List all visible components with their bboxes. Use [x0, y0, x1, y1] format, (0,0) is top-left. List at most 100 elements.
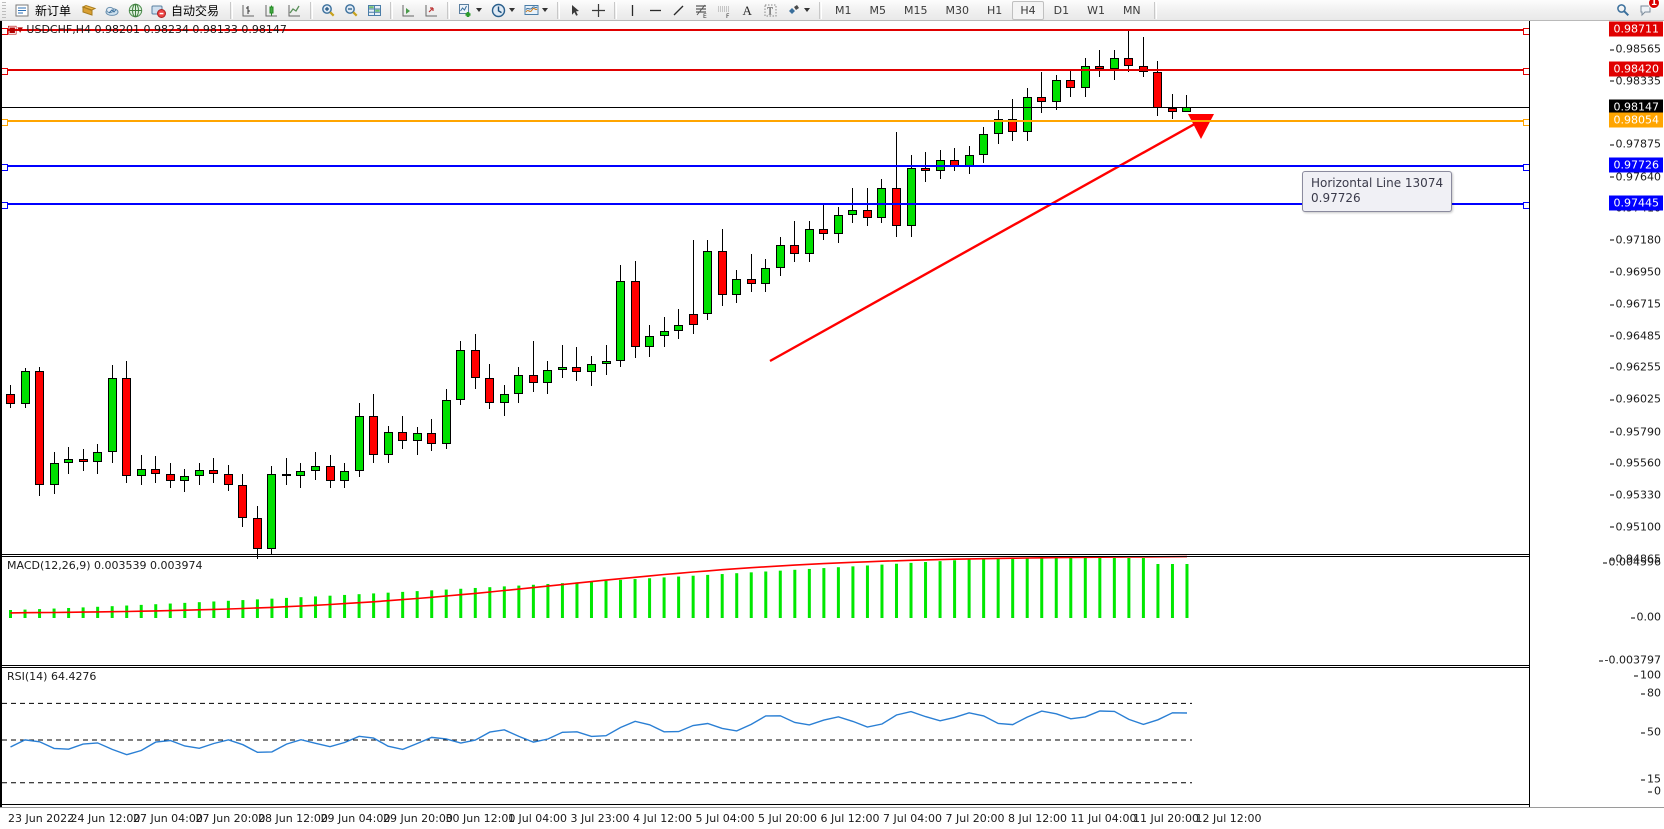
- toolbar-separator-3: [390, 1, 394, 19]
- shapes-chevron-down-icon[interactable]: [804, 8, 811, 12]
- pane-separator: [2, 554, 1529, 555]
- line-handle[interactable]: [1523, 68, 1529, 76]
- line-handle[interactable]: [1523, 202, 1529, 210]
- candlestick: [674, 308, 684, 340]
- price-tick: 0.95330: [1609, 488, 1661, 502]
- horizontal-line-button[interactable]: [644, 0, 667, 20]
- candlestick: [412, 427, 422, 455]
- indicators-button[interactable]: [454, 0, 487, 20]
- notifications-button[interactable]: 1: [1635, 0, 1660, 20]
- line-chart-button[interactable]: [283, 0, 306, 20]
- price-level-line[interactable]: [2, 202, 1529, 210]
- algo-trading-button[interactable]: 自动交易: [147, 0, 226, 20]
- timeframe-m5[interactable]: M5: [869, 3, 887, 17]
- vertical-line-icon: [624, 2, 641, 19]
- price-tick: 0.96485: [1609, 329, 1661, 343]
- timeframe-m30[interactable]: M30: [945, 3, 970, 17]
- bar-chart-button[interactable]: [237, 0, 260, 20]
- candlestick: [862, 187, 872, 227]
- line-handle[interactable]: [2, 163, 8, 171]
- line-handle[interactable]: [2, 202, 8, 210]
- macd-axis-tick: 0.004596: [1602, 555, 1661, 569]
- timeframe-w1[interactable]: W1: [1087, 3, 1105, 17]
- network-button[interactable]: [124, 0, 147, 20]
- candlestick: [703, 239, 713, 320]
- toolbar-separator-7: [819, 1, 823, 19]
- price-level-line[interactable]: [2, 106, 1529, 108]
- text-button[interactable]: T: [759, 0, 782, 20]
- line-handle[interactable]: [2, 68, 8, 76]
- auto-scroll-button[interactable]: [397, 0, 420, 20]
- vertical-line-button[interactable]: [621, 0, 644, 20]
- line-handle[interactable]: [2, 118, 8, 126]
- cursor-button[interactable]: [564, 0, 587, 20]
- indicators-chevron-down-icon[interactable]: [476, 8, 483, 12]
- toolbar-grip-1[interactable]: [2, 2, 6, 18]
- zoom-in-button[interactable]: [317, 0, 340, 20]
- rsi-axis-tick: 80: [1641, 686, 1661, 700]
- symbol-header: ▣▾ USDCHF,H4 0.98201 0.98234 0.98133 0.9…: [7, 23, 287, 36]
- timeframe-mn[interactable]: MN: [1122, 3, 1141, 17]
- time-tick-label: 27 Jun 20:00: [195, 812, 266, 825]
- line-handle[interactable]: [1523, 118, 1529, 126]
- time-tick-label: 28 Jun 12:00: [258, 812, 328, 825]
- candlestick: [993, 110, 1003, 144]
- timeframe-h1[interactable]: H1: [987, 3, 1003, 17]
- price-level-badge[interactable]: 0.97726: [1608, 157, 1663, 173]
- time-axis[interactable]: 23 Jun 2022 24 Jun 12:00 27 Jun 04:00 27 Ju…: [0, 807, 1664, 829]
- price-level-line[interactable]: [2, 28, 1529, 35]
- price-level-badge[interactable]: 0.98420: [1608, 61, 1663, 77]
- trendline-button[interactable]: [667, 0, 690, 20]
- line-handle[interactable]: [1523, 163, 1529, 171]
- fibonacci-icon: E: [693, 2, 710, 20]
- candlestick-chart-button[interactable]: [260, 0, 283, 20]
- period-button[interactable]: [487, 0, 520, 20]
- timeframe-h4[interactable]: H4: [1012, 0, 1044, 20]
- folder-button[interactable]: [78, 0, 101, 20]
- pane-separator: [2, 804, 1529, 805]
- crosshair-button[interactable]: [587, 0, 610, 20]
- shapes-button[interactable]: [782, 0, 815, 20]
- fibonacci-button[interactable]: E: [690, 0, 713, 20]
- period-chevron-down-icon[interactable]: [509, 8, 516, 12]
- text-label-button[interactable]: A: [736, 0, 759, 20]
- equidistant-channel-button[interactable]: F: [713, 0, 736, 20]
- timeframe-d1[interactable]: D1: [1053, 3, 1070, 17]
- toolbar-separator-5: [557, 1, 561, 19]
- price-level-line[interactable]: [2, 163, 1529, 171]
- timeframe-m15[interactable]: M15: [904, 3, 928, 17]
- line-handle[interactable]: [2, 28, 8, 35]
- price-level-line[interactable]: [2, 68, 1529, 76]
- time-tick-label: 7 Jul 04:00: [883, 812, 942, 825]
- templates-button[interactable]: [520, 0, 553, 20]
- candlestick: [572, 347, 582, 381]
- price-level-badge[interactable]: 0.98054: [1608, 112, 1663, 128]
- time-tick-label: 1 Jul 04:00: [508, 812, 567, 825]
- time-tick-label: 6 Jul 12:00: [820, 812, 880, 825]
- templates-chevron-down-icon[interactable]: [542, 8, 549, 12]
- chart-shift-button[interactable]: [420, 0, 443, 20]
- candlestick: [1095, 49, 1105, 78]
- candlestick: [122, 361, 132, 483]
- cloud-button[interactable]: [101, 0, 124, 20]
- candlestick: [543, 361, 553, 395]
- price-level-badge[interactable]: 0.98147: [1608, 99, 1663, 115]
- price-level-badge[interactable]: 0.98711: [1608, 21, 1663, 37]
- grid-button[interactable]: [363, 0, 386, 20]
- timeframe-m1[interactable]: M1: [835, 3, 852, 17]
- line-handle[interactable]: [1523, 28, 1529, 35]
- price-axis[interactable]: 0.985650.983350.978750.976400.974100.971…: [1529, 21, 1664, 807]
- pane-separator: [2, 667, 1529, 668]
- candlestick: [151, 456, 161, 483]
- candlestick: [848, 187, 858, 224]
- svg-text:A: A: [743, 3, 753, 18]
- price-level-badge[interactable]: 0.97445: [1608, 195, 1663, 211]
- new-order-label: 新订单: [35, 3, 72, 18]
- chart-window[interactable]: ▣▾ USDCHF,H4 0.98201 0.98234 0.98133 0.9…: [0, 21, 1664, 829]
- new-order-button[interactable]: 新订单: [11, 0, 78, 20]
- search-button[interactable]: [1612, 0, 1635, 20]
- price-level-line[interactable]: [2, 118, 1529, 126]
- zoom-out-button[interactable]: [340, 0, 363, 20]
- chart-plot-area[interactable]: ▣▾ USDCHF,H4 0.98201 0.98234 0.98133 0.9…: [0, 21, 1529, 807]
- equidistant-channel-icon: F: [716, 2, 733, 20]
